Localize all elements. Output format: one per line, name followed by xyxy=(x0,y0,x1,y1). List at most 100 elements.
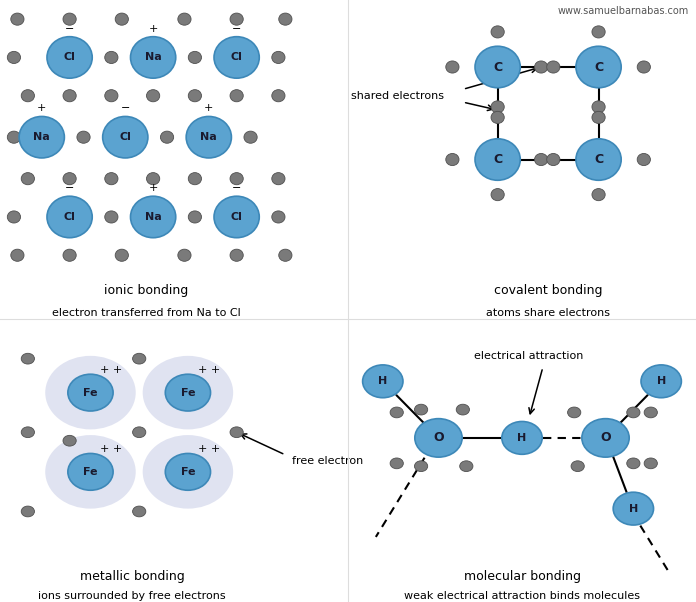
Text: weak electrical attraction binds molecules: weak electrical attraction binds molecul… xyxy=(404,591,640,601)
Text: Cl: Cl xyxy=(230,52,243,63)
Circle shape xyxy=(7,51,21,63)
Circle shape xyxy=(188,90,202,102)
Circle shape xyxy=(230,90,244,102)
Circle shape xyxy=(47,196,92,238)
Circle shape xyxy=(271,211,285,223)
Circle shape xyxy=(133,506,146,517)
Text: Fe: Fe xyxy=(84,467,97,477)
Text: −: − xyxy=(232,183,242,193)
Circle shape xyxy=(638,61,650,73)
Circle shape xyxy=(63,13,77,25)
Circle shape xyxy=(475,139,520,180)
Circle shape xyxy=(502,421,542,455)
Text: +: + xyxy=(37,104,47,114)
Circle shape xyxy=(133,427,146,438)
Text: −: − xyxy=(65,23,74,34)
Circle shape xyxy=(491,188,504,200)
Text: electron transferred from Na to Cl: electron transferred from Na to Cl xyxy=(52,308,241,318)
Text: Fe: Fe xyxy=(181,388,195,398)
Circle shape xyxy=(68,374,113,411)
Circle shape xyxy=(278,249,292,261)
Circle shape xyxy=(626,407,640,418)
Circle shape xyxy=(571,461,585,471)
Text: C: C xyxy=(493,153,503,166)
Circle shape xyxy=(414,461,427,471)
Circle shape xyxy=(547,61,560,73)
Circle shape xyxy=(22,353,34,364)
Circle shape xyxy=(592,26,605,38)
Circle shape xyxy=(390,458,404,469)
Text: Na: Na xyxy=(33,132,50,142)
Circle shape xyxy=(133,353,146,364)
Circle shape xyxy=(45,435,136,509)
Text: + +: + + xyxy=(198,444,220,455)
Text: C: C xyxy=(594,61,603,73)
Circle shape xyxy=(271,51,285,63)
Circle shape xyxy=(131,37,175,78)
Circle shape xyxy=(244,131,258,143)
Circle shape xyxy=(147,90,160,102)
Circle shape xyxy=(592,101,605,113)
Circle shape xyxy=(63,90,77,102)
Text: Cl: Cl xyxy=(63,212,76,222)
Circle shape xyxy=(63,173,77,185)
Text: + +: + + xyxy=(198,365,220,375)
Circle shape xyxy=(178,13,191,25)
Text: Cl: Cl xyxy=(230,212,243,222)
Circle shape xyxy=(188,173,202,185)
Text: O: O xyxy=(600,432,611,444)
Circle shape xyxy=(214,196,259,238)
Circle shape xyxy=(641,365,681,398)
Circle shape xyxy=(230,427,244,438)
Circle shape xyxy=(47,37,92,78)
Circle shape xyxy=(271,173,285,185)
Circle shape xyxy=(271,90,285,102)
Text: Fe: Fe xyxy=(84,388,97,398)
Circle shape xyxy=(415,418,462,457)
Circle shape xyxy=(63,435,77,446)
Circle shape xyxy=(491,26,504,38)
Text: H: H xyxy=(656,376,666,386)
Circle shape xyxy=(143,435,233,509)
Circle shape xyxy=(230,13,244,25)
Text: Fe: Fe xyxy=(181,467,195,477)
Circle shape xyxy=(115,13,128,25)
Text: −: − xyxy=(120,104,130,114)
Circle shape xyxy=(214,37,259,78)
Text: ions surrounded by free electrons: ions surrounded by free electrons xyxy=(38,591,226,601)
Text: H: H xyxy=(517,433,527,443)
Text: +: + xyxy=(148,183,158,193)
Circle shape xyxy=(576,46,621,88)
Circle shape xyxy=(22,506,34,517)
Circle shape xyxy=(592,188,605,200)
Circle shape xyxy=(19,116,64,158)
Circle shape xyxy=(491,101,504,113)
Circle shape xyxy=(160,131,174,143)
Circle shape xyxy=(77,131,90,143)
Text: metallic bonding: metallic bonding xyxy=(80,570,184,583)
Circle shape xyxy=(115,249,128,261)
Text: electrical attraction: electrical attraction xyxy=(474,351,584,361)
Circle shape xyxy=(166,374,211,411)
Text: C: C xyxy=(493,61,503,73)
Circle shape xyxy=(278,13,292,25)
Text: Na: Na xyxy=(145,212,161,222)
Text: +: + xyxy=(204,104,214,114)
Circle shape xyxy=(592,111,605,123)
Circle shape xyxy=(104,211,118,223)
Circle shape xyxy=(475,46,520,88)
Circle shape xyxy=(63,249,77,261)
Circle shape xyxy=(104,90,118,102)
Circle shape xyxy=(644,458,657,469)
Circle shape xyxy=(104,173,118,185)
Circle shape xyxy=(445,61,459,73)
Text: −: − xyxy=(232,23,242,34)
Circle shape xyxy=(22,173,34,185)
Circle shape xyxy=(459,461,473,471)
Circle shape xyxy=(68,453,113,490)
Circle shape xyxy=(568,407,580,418)
Circle shape xyxy=(414,404,427,415)
Circle shape xyxy=(576,139,621,180)
Circle shape xyxy=(11,13,24,25)
Circle shape xyxy=(613,492,654,525)
